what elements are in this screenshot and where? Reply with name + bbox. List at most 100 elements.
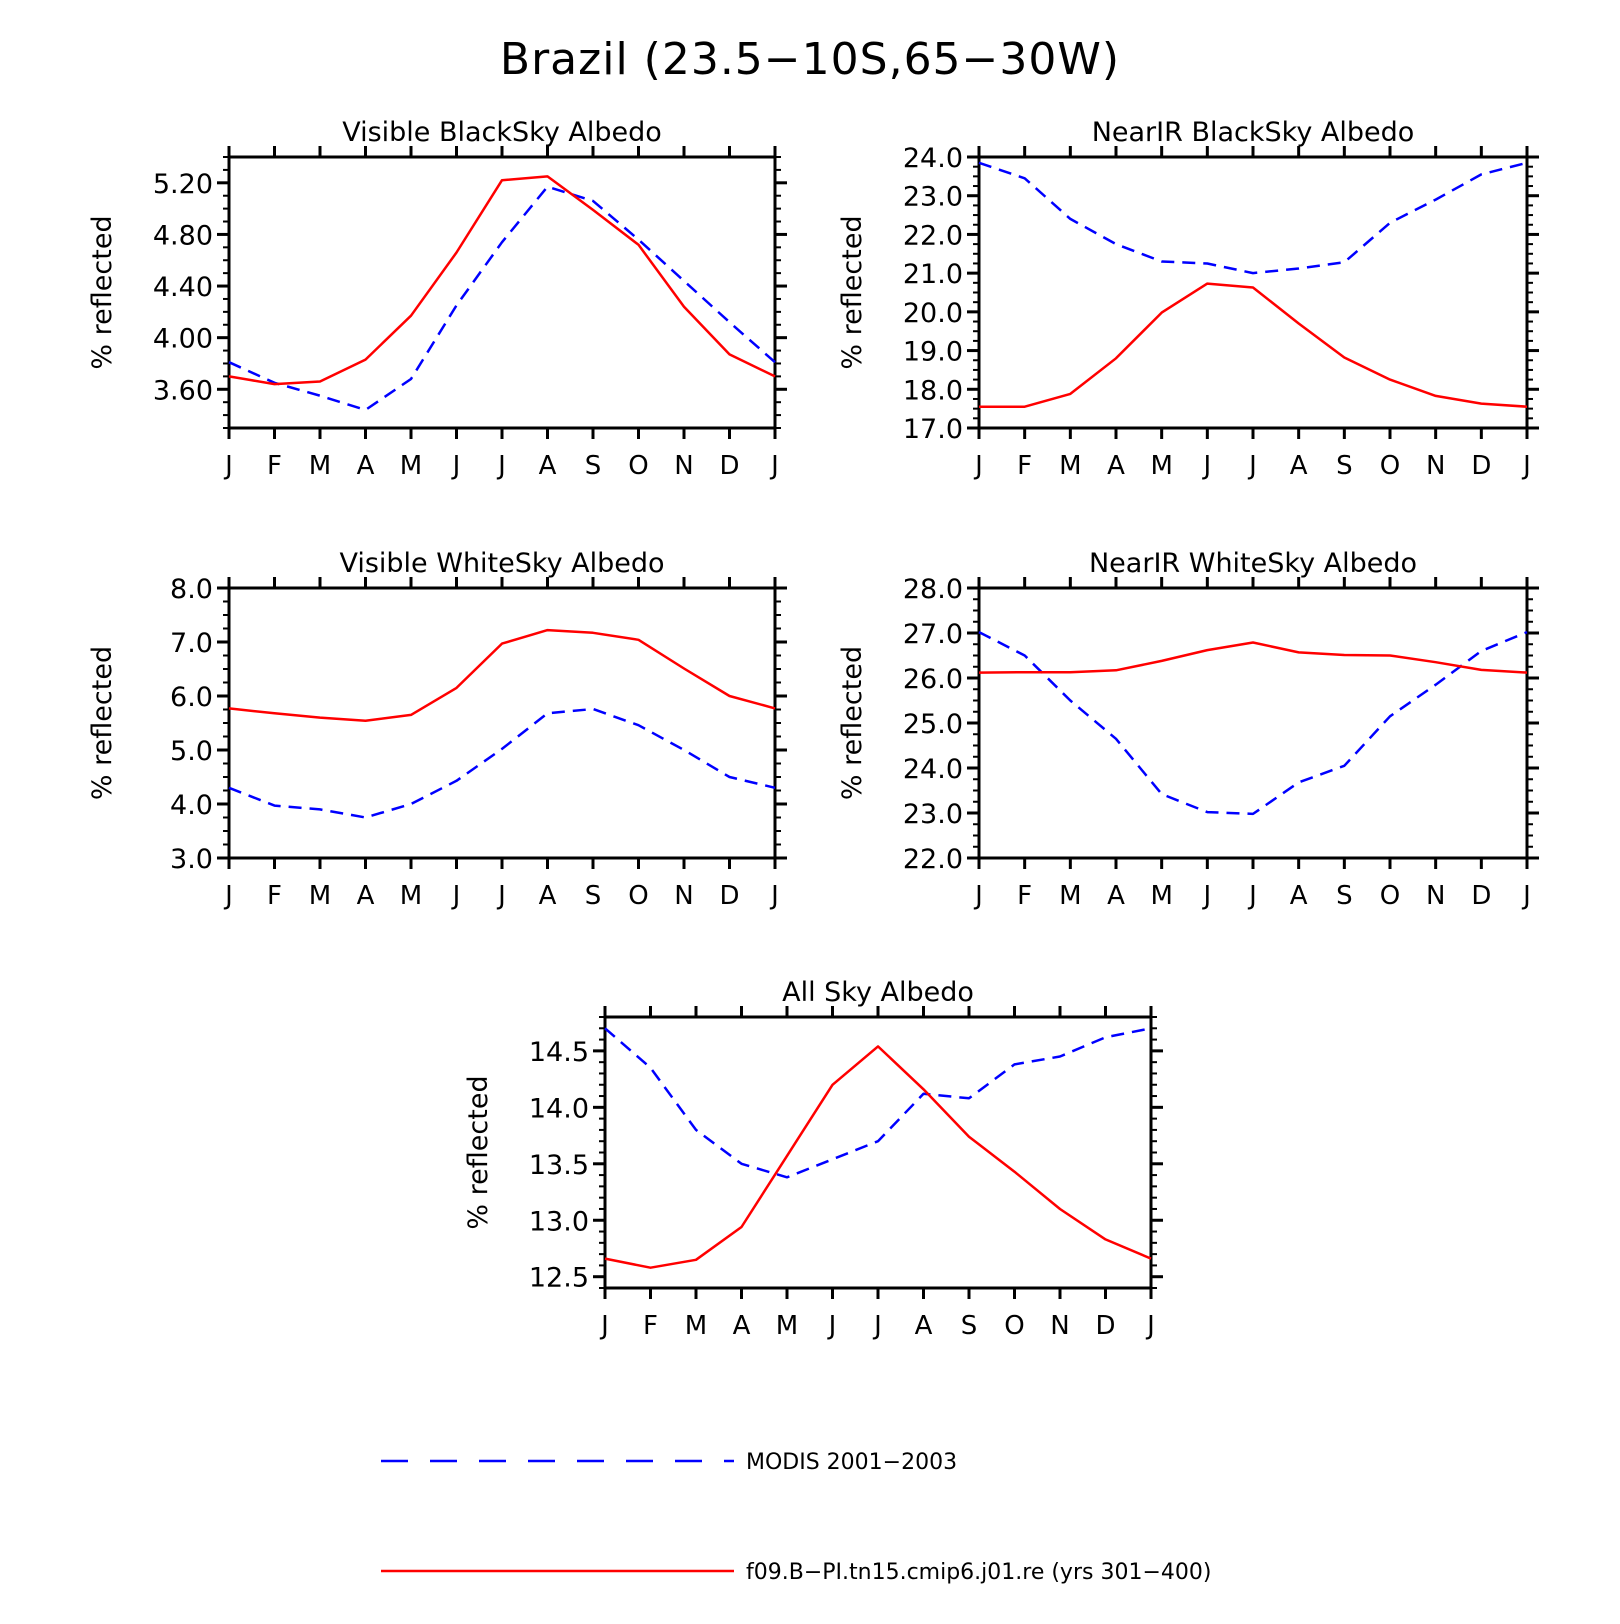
panel-title: NearIR WhiteSky Albedo [1089, 548, 1417, 579]
x-tick-label: M [1059, 451, 1081, 481]
x-tick-label: M [776, 1311, 798, 1341]
x-tick-label: A [733, 1311, 751, 1341]
x-tick-label: J [769, 451, 779, 481]
series-line-modis [228, 185, 776, 412]
y-tick-label: 18.0 [903, 375, 963, 406]
x-tick-label: M [1150, 451, 1172, 481]
y-axis-label: % reflected [837, 646, 868, 800]
panel-title: NearIR BlackSky Albedo [1092, 117, 1415, 148]
x-tick-label: O [1380, 451, 1400, 481]
y-tick-label: 14.0 [529, 1093, 589, 1124]
plot-frame [977, 586, 1529, 860]
x-tick-label: J [223, 451, 233, 481]
y-tick-label: 27.0 [903, 619, 963, 650]
x-tick-label: N [674, 881, 693, 911]
x-tick-label: F [643, 1311, 658, 1341]
series-line-model [604, 1045, 1152, 1269]
x-tick-label: J [451, 881, 461, 911]
x-tick-label: J [1145, 1311, 1155, 1341]
x-tick-label: D [719, 881, 739, 911]
y-tick-label: 25.0 [903, 709, 963, 740]
y-tick-label: 23.0 [903, 799, 963, 830]
plot-frame [227, 586, 777, 860]
series-line-modis [604, 1027, 1152, 1179]
y-tick-label: 4.80 [153, 220, 213, 251]
y-tick-label: 14.5 [529, 1037, 589, 1068]
panel-title: All Sky Albedo [782, 977, 974, 1008]
x-tick-label: A [1290, 881, 1308, 911]
y-axis-label: % reflected [463, 1075, 494, 1229]
x-tick-label: J [1201, 451, 1211, 481]
y-tick-label: 13.5 [529, 1150, 589, 1181]
legend: MODIS 2001−2003 f09.B−PI.tn15.cmip6.j01.r… [381, 1450, 1211, 1585]
y-tick-label: 7.0 [170, 628, 213, 659]
x-tick-label: M [309, 451, 331, 481]
x-tick-label: J [223, 881, 233, 911]
x-tick-label: J [1521, 451, 1531, 481]
y-tick-label: 24.0 [903, 754, 963, 785]
x-tick-label: J [827, 1311, 837, 1341]
x-tick-label: J [1247, 881, 1257, 911]
x-tick-label: O [1380, 881, 1400, 911]
series-line-model [228, 175, 776, 386]
x-tick-label: M [1059, 881, 1081, 911]
x-tick-label: J [451, 451, 461, 481]
x-tick-label: J [973, 881, 983, 911]
y-tick-label: 4.0 [170, 790, 213, 821]
series-line-model [978, 641, 1528, 674]
series-line-model [979, 282, 1528, 408]
y-tick-label: 21.0 [903, 259, 963, 290]
y-tick-label: 22.0 [903, 220, 963, 251]
legend-label-modis: MODIS 2001−2003 [746, 1450, 957, 1475]
x-tick-label: A [357, 881, 375, 911]
x-tick-label: A [357, 451, 375, 481]
x-tick-label: M [1150, 881, 1172, 911]
x-tick-label: A [1290, 451, 1308, 481]
x-tick-label: J [1201, 881, 1211, 911]
figure-title: Brazil (23.5−10S,65−30W) [499, 34, 1121, 85]
x-tick-label: A [1107, 451, 1125, 481]
x-tick-label: M [400, 881, 422, 911]
x-tick-label: N [674, 451, 693, 481]
x-tick-label: N [1426, 451, 1445, 481]
x-tick-label: J [496, 881, 506, 911]
x-tick-label: D [1095, 1311, 1115, 1341]
x-tick-label: A [915, 1311, 933, 1341]
y-tick-label: 28.0 [903, 574, 963, 605]
x-tick-label: M [400, 451, 422, 481]
y-tick-label: 13.0 [529, 1206, 589, 1237]
y-tick-label: 8.0 [170, 574, 213, 605]
series-line-modis [978, 630, 1528, 816]
x-tick-label: D [719, 451, 739, 481]
y-tick-label: 22.0 [903, 844, 963, 875]
series-line-modis [228, 707, 776, 819]
x-tick-label: F [267, 881, 282, 911]
x-tick-label: F [267, 451, 282, 481]
y-tick-label: 23.0 [903, 182, 963, 213]
x-tick-label: S [585, 451, 602, 481]
x-tick-label: J [973, 451, 983, 481]
x-tick-label: S [1336, 881, 1353, 911]
x-tick-label: A [1107, 881, 1125, 911]
panel-title: Visible BlackSky Albedo [342, 117, 662, 148]
series-line-model [228, 628, 776, 723]
x-tick-label: O [628, 451, 648, 481]
x-tick-label: S [961, 1311, 978, 1341]
y-tick-label: 5.0 [170, 736, 213, 767]
panel-title: Visible WhiteSky Albedo [339, 548, 664, 579]
x-tick-label: O [628, 881, 648, 911]
y-tick-label: 17.0 [903, 414, 963, 445]
x-tick-label: S [1336, 451, 1353, 481]
x-tick-label: D [1471, 881, 1491, 911]
y-tick-label: 12.5 [529, 1263, 589, 1294]
y-tick-label: 6.0 [170, 682, 213, 713]
y-tick-label: 3.0 [170, 844, 213, 875]
series-line-modis [978, 161, 1528, 275]
x-tick-label: M [309, 881, 331, 911]
x-tick-label: N [1426, 881, 1445, 911]
